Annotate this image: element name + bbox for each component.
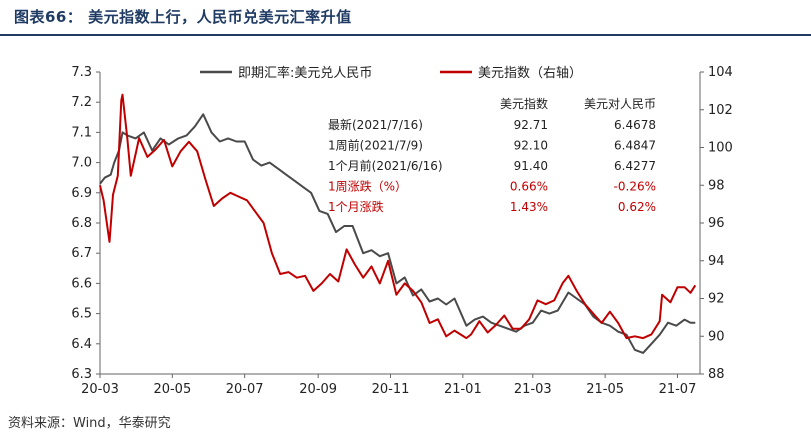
y-left-tick-label: 6.9 [71, 186, 92, 201]
title-divider [0, 34, 811, 36]
y-right-tick-label: 100 [708, 141, 733, 156]
y-left-tick-label: 6.5 [71, 307, 92, 322]
x-tick-label: 20-05 [153, 382, 191, 397]
table-row-label: 1周涨跌（%） [328, 179, 407, 194]
y-left-tick-label: 6.8 [71, 216, 92, 231]
x-tick-label: 21-03 [514, 382, 552, 397]
table-cell-dxy: 92.10 [514, 139, 548, 153]
table-cell-dxy: 1.43% [510, 200, 548, 214]
y-left-tick-label: 6.3 [71, 367, 92, 382]
table-row-label: 1周前(2021/7/9) [328, 138, 423, 153]
axes: 6.3 6.4 6.5 6.6 6.7 6.8 6.9 7.0 7.1 7.2 7.3 88 90 92 9… [71, 65, 733, 397]
y-right-tick-label: 94 [708, 254, 725, 269]
source-note: 资料来源：Wind，华泰研究 [8, 416, 171, 431]
y-left-tick-label: 7.0 [71, 156, 92, 171]
table-header-dxy: 美元指数 [500, 96, 548, 111]
y-right-tick-label: 98 [708, 178, 725, 193]
y-left-tick-label: 6.6 [71, 276, 92, 291]
y-right-tick-label: 96 [708, 216, 725, 231]
legend-label-usdcny: 即期汇率:美元兑人民币 [238, 65, 372, 81]
y-right-tick-label: 92 [708, 292, 725, 307]
y-left-tick-label: 6.4 [71, 337, 92, 352]
table-cell-dxy: 92.71 [514, 118, 548, 132]
table-cell-usdcny: 6.4847 [614, 139, 656, 153]
y-left-tick-label: 7.1 [71, 125, 92, 140]
y-left-tick-label: 6.7 [71, 246, 92, 261]
table-cell-dxy: 91.40 [514, 159, 548, 173]
table-cell-usdcny: 6.4678 [614, 118, 656, 132]
table-row-label: 1个月前(2021/6/16) [328, 158, 443, 173]
x-tick-label: 20-03 [81, 382, 119, 397]
y-right-tick-label: 104 [708, 65, 733, 80]
x-tick-label: 20-07 [226, 382, 264, 397]
y-right-tick-label: 102 [708, 103, 733, 118]
legend-label-dxy: 美元指数（右轴） [478, 66, 582, 81]
table-row-label: 1个月涨跌 [328, 199, 384, 214]
table-cell-usdcny: -0.26% [614, 180, 656, 194]
table-header-usdcny: 美元对人民币 [584, 97, 656, 111]
legend: 即期汇率:美元兑人民币 美元指数（右轴） [200, 65, 582, 81]
x-tick-label: 21-07 [659, 382, 697, 397]
x-tick-label: 20-09 [299, 382, 337, 397]
y-right-tick-label: 90 [708, 329, 725, 344]
x-tick-label: 20-11 [372, 382, 410, 397]
y-right-tick-label: 88 [708, 367, 725, 382]
table-cell-dxy: 0.66% [510, 180, 548, 194]
table-cell-usdcny: 6.4277 [614, 159, 656, 173]
series-line-dxy [99, 93, 697, 340]
y-left-tick-label: 7.2 [71, 95, 92, 110]
table-row-label: 最新(2021/7/16) [328, 117, 423, 132]
series-layer [99, 93, 697, 354]
table-cell-usdcny: 0.62% [618, 200, 656, 214]
y-left-tick-label: 7.3 [71, 65, 92, 80]
figure-title: 图表66： 美元指数上行，人民币兑美元汇率升值 [14, 8, 352, 26]
x-tick-label: 21-05 [586, 382, 624, 397]
x-tick-label: 21-01 [444, 382, 482, 397]
